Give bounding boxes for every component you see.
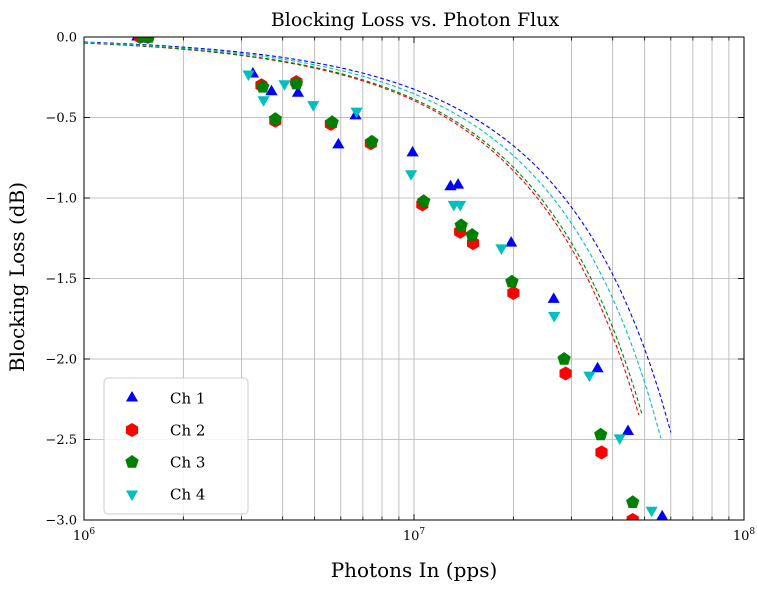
fit-curve	[84, 41, 672, 433]
data-point	[547, 292, 560, 303]
data-point	[256, 79, 270, 93]
legend-marker	[125, 423, 139, 437]
fit-curve	[84, 42, 643, 414]
data-point	[454, 200, 467, 212]
y-tick-label: 0.0	[56, 31, 77, 46]
data-point	[405, 170, 418, 181]
data-point	[557, 352, 571, 365]
data-point	[257, 96, 270, 107]
data-point	[365, 134, 379, 148]
data-point	[332, 137, 345, 149]
data-point	[583, 371, 596, 383]
data-point	[465, 228, 479, 241]
data-point	[325, 115, 339, 128]
data-point	[406, 145, 419, 157]
legend-marker	[125, 490, 139, 501]
data-point	[265, 84, 278, 96]
data-point	[645, 506, 658, 518]
y-tick-label: −2.5	[45, 433, 77, 448]
legend: Ch 1 Ch 2 Ch 3 Ch 4	[103, 377, 249, 515]
legend-label: Ch 4	[170, 486, 205, 504]
data-point	[626, 513, 639, 520]
y-tick-label: −1.5	[45, 272, 77, 287]
data-point	[452, 178, 465, 189]
data-point	[591, 361, 604, 373]
data-point	[507, 286, 520, 300]
data-point	[559, 366, 572, 381]
x-tick-label: 107	[403, 527, 426, 544]
data-point	[307, 101, 320, 112]
data-point	[594, 427, 608, 441]
data-point	[505, 274, 519, 288]
data-point	[495, 244, 508, 255]
x-tick-label: 106	[73, 527, 96, 544]
x-axis-label: Photons In (pps)	[331, 558, 498, 582]
data-point	[268, 112, 282, 125]
y-tick-label: −0.5	[45, 111, 77, 126]
data-point	[548, 312, 561, 323]
data-point	[505, 236, 518, 247]
x-tick-label: 108	[733, 527, 756, 544]
data-point	[613, 434, 626, 445]
data-point	[454, 218, 468, 231]
legend-label: Ch 2	[170, 422, 205, 440]
data-point	[278, 80, 291, 91]
y-tick-label: −3.0	[45, 514, 77, 529]
y-tick-label: −2.0	[45, 353, 77, 368]
legend-label: Ch 3	[170, 454, 205, 472]
legend-label: Ch 1	[170, 390, 205, 408]
legend-marker	[125, 391, 139, 402]
data-point	[656, 509, 669, 520]
chart-title: Blocking Loss vs. Photon Flux	[271, 9, 560, 31]
legend-box	[103, 377, 249, 515]
data-points	[131, 37, 669, 520]
data-point	[242, 70, 255, 81]
fit-curves	[84, 41, 672, 439]
legend-marker	[125, 455, 139, 468]
data-point	[350, 107, 363, 119]
y-tick-label: −1.0	[45, 192, 77, 207]
data-point	[289, 76, 303, 90]
data-point	[626, 495, 640, 508]
data-point	[417, 194, 431, 207]
data-point	[595, 445, 608, 460]
y-axis-label: Blocking Loss (dB)	[5, 182, 29, 372]
data-point	[142, 37, 155, 43]
data-point	[621, 424, 634, 435]
axis-ticks: 106 107 108 0.0 −0.5 −1.0 −1.5 −2.0 −2.5 −3.0	[45, 31, 755, 545]
data-point	[291, 86, 304, 97]
